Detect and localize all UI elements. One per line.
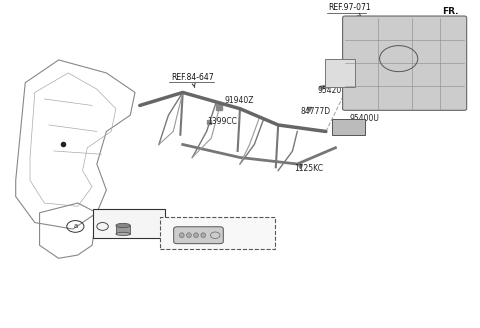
Ellipse shape (187, 233, 192, 238)
FancyBboxPatch shape (94, 209, 165, 238)
Text: (SMART KEY): (SMART KEY) (170, 219, 216, 226)
Text: 95400U: 95400U (350, 114, 380, 123)
Ellipse shape (180, 233, 184, 238)
Text: REF.84-647: REF.84-647 (171, 73, 214, 88)
Text: REF.97-071: REF.97-071 (328, 4, 371, 17)
Text: a: a (101, 224, 104, 229)
Text: 84777D: 84777D (300, 108, 330, 116)
FancyBboxPatch shape (160, 217, 275, 249)
Text: 95440K: 95440K (218, 235, 248, 244)
FancyBboxPatch shape (325, 59, 356, 87)
Text: 95430D: 95430D (110, 213, 141, 222)
FancyBboxPatch shape (174, 227, 223, 244)
Text: 95420F: 95420F (318, 86, 347, 95)
Text: 1309CC: 1309CC (335, 128, 364, 137)
Ellipse shape (194, 233, 199, 238)
Text: FR.: FR. (442, 7, 458, 16)
Text: 1399CC: 1399CC (207, 117, 238, 126)
Text: 95413A: 95413A (185, 240, 215, 249)
FancyBboxPatch shape (116, 225, 130, 234)
Text: 91940Z: 91940Z (225, 96, 254, 105)
Ellipse shape (116, 232, 130, 236)
Text: 1125KC: 1125KC (294, 164, 324, 173)
Ellipse shape (116, 223, 130, 228)
Text: a: a (73, 223, 77, 230)
FancyArrow shape (445, 18, 453, 23)
FancyBboxPatch shape (343, 16, 467, 110)
FancyBboxPatch shape (332, 119, 365, 135)
Ellipse shape (201, 233, 205, 238)
